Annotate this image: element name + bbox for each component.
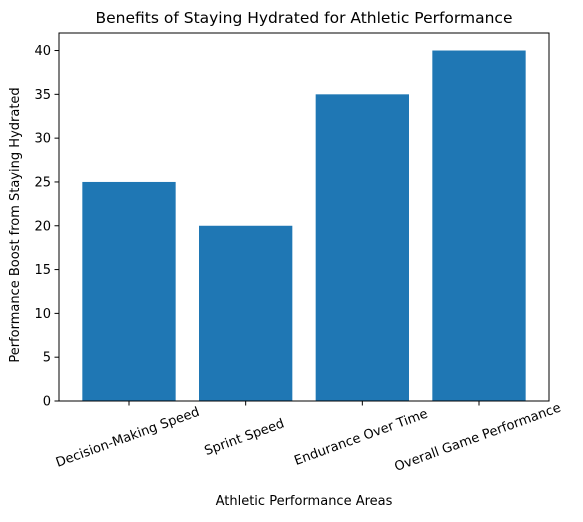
y-tick-label: 20 — [34, 219, 51, 234]
y-axis-label: Performance Boost from Staying Hydrated — [8, 87, 23, 362]
y-tick-label: 10 — [34, 307, 51, 322]
x-tick-label: Decision-Making Speed — [54, 405, 202, 471]
y-tick-label: 0 — [43, 395, 51, 410]
y-tick-label: 5 — [43, 351, 51, 366]
y-tick-label: 40 — [34, 44, 51, 59]
bar-1 — [199, 225, 293, 401]
y-tick-label: 15 — [34, 263, 51, 278]
y-tick-label: 25 — [34, 175, 51, 190]
chart-title: Benefits of Staying Hydrated for Athleti… — [95, 9, 512, 27]
plot-frame — [58, 32, 550, 402]
x-ticks-group: Decision-Making Speed Sprint Speed Enduran… — [54, 401, 563, 475]
y-ticks-group: 0 5 10 15 20 25 30 35 40 — [34, 44, 59, 410]
bar-0 — [82, 181, 176, 401]
bar-2 — [315, 94, 409, 401]
x-axis-label: Athletic Performance Areas — [216, 494, 393, 509]
bars-group — [82, 50, 526, 402]
bar-3 — [432, 50, 526, 402]
x-tick-label: Sprint Speed — [203, 416, 287, 459]
y-tick-label: 30 — [34, 132, 51, 147]
y-tick-label: 35 — [34, 88, 51, 103]
